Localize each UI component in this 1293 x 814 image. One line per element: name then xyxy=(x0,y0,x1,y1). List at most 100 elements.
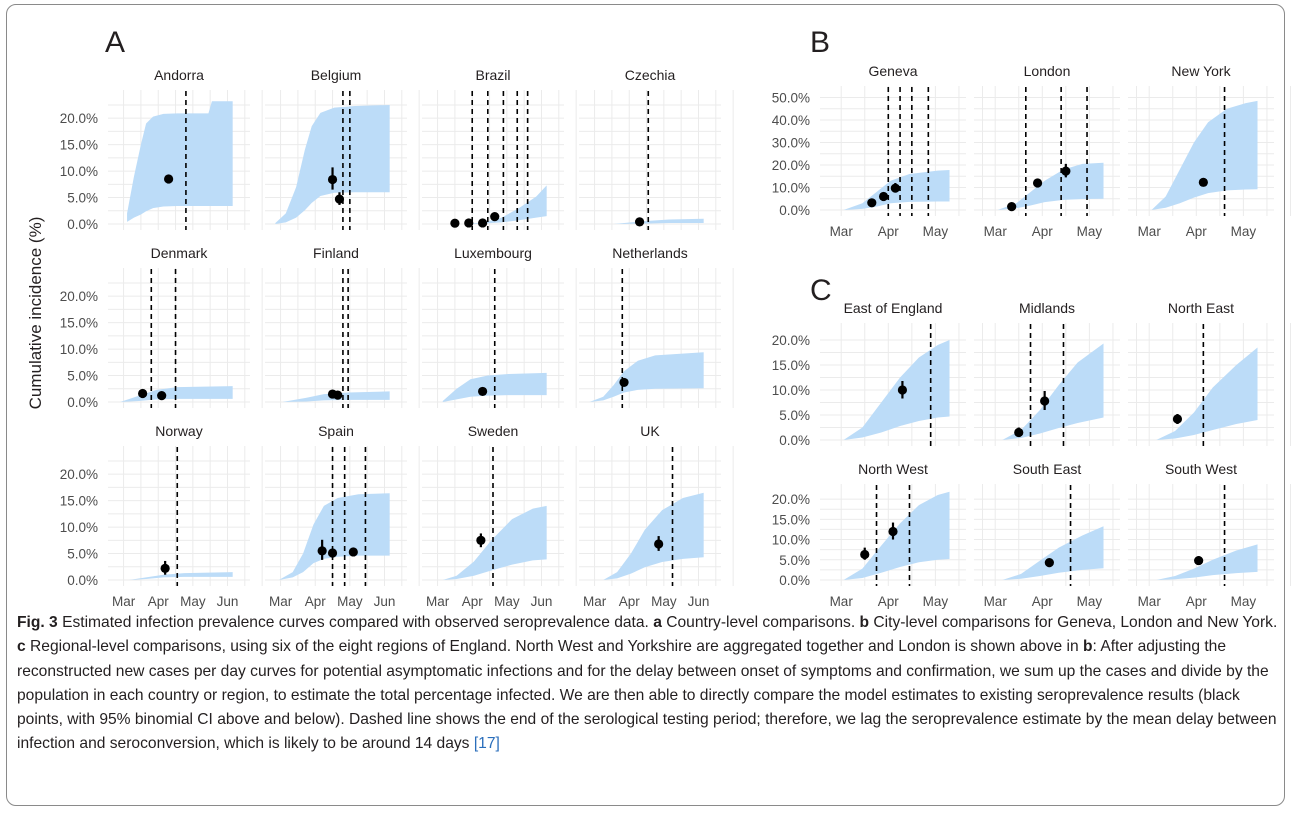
figure-caption: Fig. 3 Estimated infection prevalence cu… xyxy=(17,611,1279,757)
x-tick-label: Apr xyxy=(878,594,900,609)
prediction-band xyxy=(1002,343,1104,440)
x-tick-label: May xyxy=(180,594,206,609)
seroprevalence-point xyxy=(1044,558,1054,568)
x-tick-label: May xyxy=(651,594,677,609)
seroprevalence-point xyxy=(654,539,664,549)
reference-link[interactable]: [17] xyxy=(473,735,500,753)
facet-finland: Finland xyxy=(265,245,420,408)
facet-north-west: North West 0.0% 5.0% 10.0% 15.0% 20.0% Mar Apr M… xyxy=(772,461,983,609)
prediction-band xyxy=(603,492,704,580)
seroprevalence-point xyxy=(860,549,870,560)
facet-title: North East xyxy=(1168,300,1234,316)
prediction-band xyxy=(463,185,547,224)
prediction-band xyxy=(1156,347,1258,440)
y-tick-label: 5.0% xyxy=(67,369,98,384)
y-tick-label: 10.0% xyxy=(60,164,98,179)
x-tick-label: Apr xyxy=(462,594,484,609)
seroprevalence-point xyxy=(897,385,908,395)
seroprevalence-point xyxy=(1014,427,1024,438)
y-tick-label: 5.0% xyxy=(779,553,810,568)
facet-north-east: North East xyxy=(1128,300,1291,446)
facet-title: Midlands xyxy=(1019,300,1075,316)
x-tick-label: May xyxy=(1231,224,1257,239)
seroprevalence-point xyxy=(888,526,898,537)
figure-frame xyxy=(6,4,1285,806)
seroprevalence-point xyxy=(334,194,345,204)
prediction-band xyxy=(589,352,704,402)
x-tick-label: Apr xyxy=(878,224,900,239)
seroprevalence-point xyxy=(878,191,889,202)
seroprevalence-point xyxy=(1172,414,1183,424)
y-tick-label: 0.0% xyxy=(779,433,810,448)
y-axis-title: Cumulative incidence (%) xyxy=(26,217,45,410)
facet-midlands: Midlands xyxy=(974,300,1137,446)
facet-title: Denmark xyxy=(151,245,209,261)
y-tick-label: 0.0% xyxy=(779,203,810,218)
facet-title: Luxembourg xyxy=(454,245,532,261)
y-tick-label: 30.0% xyxy=(772,136,810,151)
x-tick-label: Apr xyxy=(1032,224,1054,239)
seroprevalence-point xyxy=(619,377,629,388)
y-tick-label: 0.0% xyxy=(67,217,98,232)
caption-panel-a-label: a xyxy=(653,614,662,631)
caption-panel-c-label: c xyxy=(17,638,26,656)
y-tick-label: 15.0% xyxy=(772,358,810,373)
x-tick-label: Jun xyxy=(217,594,239,609)
panel-a: A Andorra 0.0% 5.0% 10.0% 15.0% 20.0% Belgium Br… xyxy=(60,26,734,609)
facet-title: Finland xyxy=(313,245,359,261)
facet-title: Geneva xyxy=(868,63,917,79)
x-tick-label: Mar xyxy=(583,594,607,609)
facet-title: East of England xyxy=(844,300,943,316)
seroprevalence-point xyxy=(327,548,338,558)
figure-3: A Andorra 0.0% 5.0% 10.0% 15.0% 20.0% Belgium Br… xyxy=(26,26,1291,609)
panel-c: C East of England 0.0% 5.0% 10.0% 15.0% 20.0% M… xyxy=(772,274,1291,609)
facet-title: London xyxy=(1024,63,1071,79)
x-tick-label: Apr xyxy=(1186,594,1208,609)
y-tick-label: 10.0% xyxy=(772,181,810,196)
x-tick-label: May xyxy=(337,594,363,609)
y-tick-label: 10.0% xyxy=(772,383,810,398)
seroprevalence-point xyxy=(1007,202,1017,212)
x-tick-label: Mar xyxy=(426,594,450,609)
caption-text-5: : After adjusting the reconstructed new … xyxy=(17,638,1277,753)
seroprevalence-point xyxy=(635,217,645,227)
facet-geneva: Geneva 0.0% 10.0% 20.0% 30.0% 40.0% 50.0% Mar Ap… xyxy=(772,63,983,239)
facet-netherlands: Netherlands xyxy=(579,245,734,408)
seroprevalence-point xyxy=(1198,177,1208,187)
x-tick-label: Jun xyxy=(374,594,396,609)
prediction-band xyxy=(843,491,950,580)
prediction-band xyxy=(442,505,547,580)
facet-brazil: Brazil xyxy=(422,67,577,230)
prediction-band xyxy=(1151,100,1258,210)
facet-title: Andorra xyxy=(154,67,204,83)
prediction-band xyxy=(120,386,233,402)
facet-title: North West xyxy=(858,461,928,477)
y-tick-label: 10.0% xyxy=(60,520,98,535)
seroprevalence-point xyxy=(464,218,474,228)
prediction-band xyxy=(1002,526,1104,580)
seroprevalence-point xyxy=(1061,166,1071,176)
seroprevalence-point xyxy=(1040,396,1050,406)
seroprevalence-point xyxy=(890,183,900,193)
x-tick-label: Apr xyxy=(619,594,641,609)
y-tick-label: 15.0% xyxy=(60,316,98,331)
y-tick-label: 20.0% xyxy=(772,492,810,507)
x-tick-label: May xyxy=(1077,224,1103,239)
y-tick-label: 20.0% xyxy=(60,289,98,304)
facet-title: New York xyxy=(1171,63,1231,79)
x-tick-label: Mar xyxy=(1138,224,1162,239)
facet-south-west: South West Mar Apr May xyxy=(1128,461,1291,609)
seroprevalence-point xyxy=(138,388,148,399)
facet-luxembourg: Luxembourg xyxy=(422,245,577,408)
facet-title: UK xyxy=(640,423,660,439)
y-tick-label: 5.0% xyxy=(779,408,810,423)
prediction-band xyxy=(1156,544,1258,580)
facet-sweden: Sweden Mar Apr May Jun xyxy=(422,423,577,609)
x-tick-label: Mar xyxy=(830,224,854,239)
facet-east-of-england: East of England 0.0% 5.0% 10.0% 15.0% 20.0% xyxy=(772,300,983,448)
y-tick-label: 20.0% xyxy=(772,333,810,348)
facet-title: Czechia xyxy=(625,67,676,83)
figure-label: Fig. 3 xyxy=(17,614,58,631)
caption-text-1: Estimated infection prevalence curves co… xyxy=(57,614,654,631)
facet-title: Brazil xyxy=(475,67,510,83)
